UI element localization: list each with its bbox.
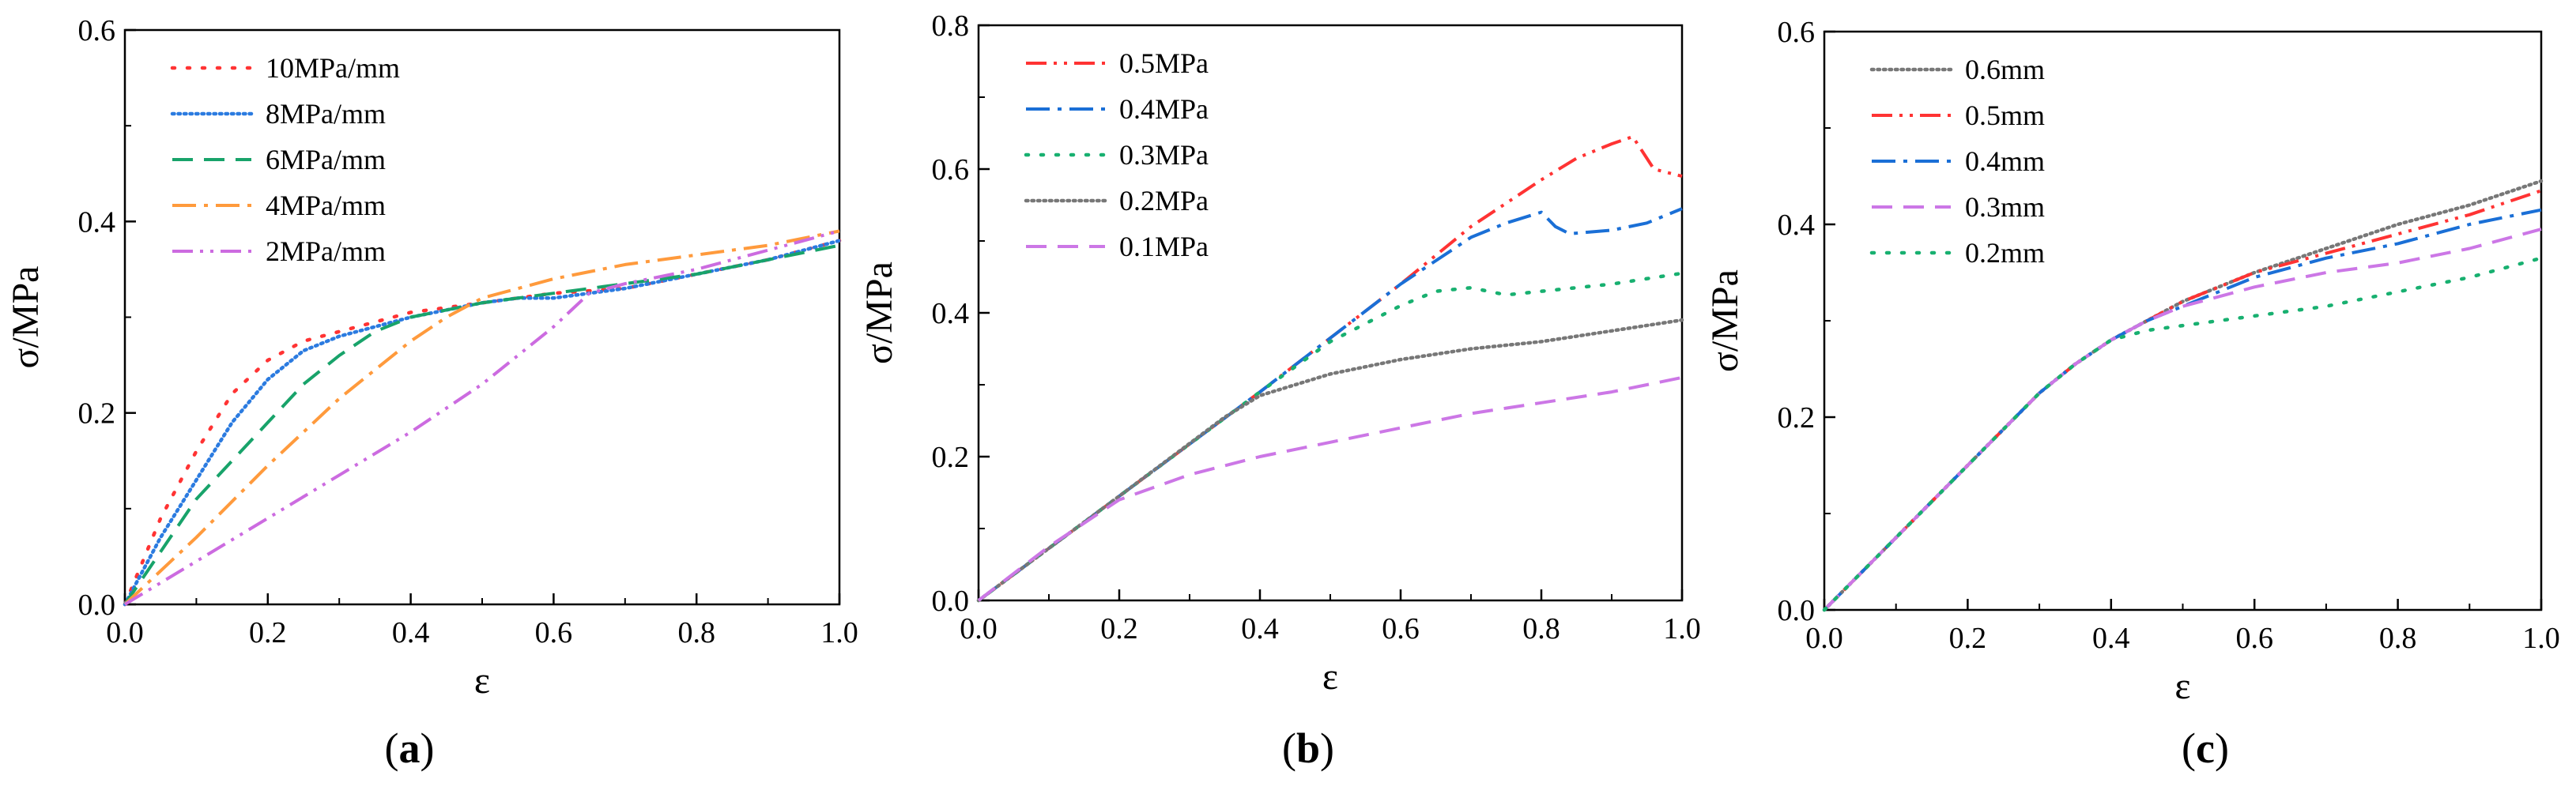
x-tick-label: 0.8 [1522,612,1560,645]
y-tick-label: 0.2 [78,397,116,431]
panel-caption: (a) [385,724,435,772]
x-tick-label: 0.0 [106,616,144,649]
chart-panel-b: 0.0 0.2 0.4 0.6 0.8 1.0 0.0 0.2 0.4 0.6 0.8 ε σ/MPa 0… [858,9,1701,772]
x-tick-label: 0.8 [677,616,715,649]
y-tick-label: 0.6 [1778,16,1816,49]
legend-label: 6MPa/mm [266,144,386,175]
legend-label: 0.5MPa [1119,47,1209,79]
legend-label: 2MPa/mm [266,235,386,267]
panel-caption: (b) [1282,724,1334,772]
x-tick-label: 0.8 [2379,622,2417,655]
series-line-2MPa/mm [123,229,840,606]
x-axis-label: ε [1322,656,1338,698]
series-line-0.3mm [1823,228,2542,611]
x-axis-label: ε [2174,665,2190,707]
legend-label: 4MPa/mm [266,190,386,221]
series-line-0.1MPa [977,375,1683,602]
legend-label: 0.3mm [1965,191,2045,223]
y-tick-label: 0.4 [1778,209,1816,242]
legend-label: 0.2mm [1965,237,2045,269]
y-tick-label: 0.6 [932,153,970,186]
y-axis-label: σ/MPa [858,262,900,364]
series-line-6MPa/mm [123,243,840,606]
chart-panel-c: 0.0 0.2 0.4 0.6 0.8 1.0 0.0 0.2 0.4 0.6 ε σ/MPa 0.6m… [1704,16,2560,772]
x-tick-label: 1.0 [1663,612,1701,645]
legend-label: 0.4mm [1965,145,2045,177]
y-tick-label: 0.4 [78,205,116,239]
y-tick-label: 0.2 [1778,401,1816,435]
x-tick-label: 0.2 [249,616,287,649]
series-line-8MPa/mm [123,239,842,607]
x-tick-label: 0.4 [2092,622,2130,655]
x-tick-label: 1.0 [820,616,858,649]
legend: 0.5MPa 0.4MPa 0.3MPa 0.2MPa 0.1MPa [1024,47,1209,262]
x-tick-label: 0.6 [1382,612,1420,645]
legend-label: 0.1MPa [1119,231,1209,262]
y-tick-label: 0.0 [78,589,116,622]
x-tick-label: 0.6 [535,616,573,649]
legend-label: 0.4MPa [1119,93,1209,125]
legend: 10MPa/mm 8MPa/mm 6MPa/mm 4MPa/mm 2MPa/mm [170,52,400,267]
x-tick-label: 1.0 [2522,622,2560,655]
legend-label: 0.2MPa [1119,185,1209,216]
y-axis-label: σ/MPa [5,266,47,369]
panel-caption: (c) [2182,724,2229,772]
legend-label: 0.6mm [1965,54,2045,85]
chart-panel-a: 0.0 0.2 0.4 0.6 0.8 1.0 0.0 0.2 0.4 0.6 ε σ/MPa 10MP… [5,14,858,772]
legend-label: 0.5mm [1965,100,2045,131]
x-tick-label: 0.4 [1241,612,1279,645]
x-tick-label: 0.2 [1100,612,1138,645]
series-line-0.4mm [1823,208,2542,611]
y-tick-label: 0.8 [932,9,970,43]
x-tick-label: 0.0 [960,612,998,645]
series-line-0.2MPa [976,318,1684,603]
legend: 0.6mm 0.5mm 0.4mm 0.3mm 0.2mm [1869,54,2045,269]
x-tick-label: 0.0 [1805,622,1843,655]
legend-label: 10MPa/mm [266,52,400,84]
x-tick-label: 0.6 [2235,622,2273,655]
y-tick-label: 0.2 [932,441,970,474]
y-axis-label: σ/MPa [1704,269,1746,372]
x-axis-label: ε [474,660,490,702]
legend-label: 0.3MPa [1119,139,1209,171]
y-tick-label: 0.6 [78,14,116,47]
y-tick-label: 0.0 [932,585,970,618]
legend-label: 8MPa/mm [266,98,386,130]
y-tick-label: 0.4 [932,297,970,330]
x-tick-label: 0.4 [392,616,430,649]
series-line-4MPa/mm [123,229,840,606]
y-tick-label: 0.0 [1778,594,1816,627]
x-tick-label: 0.2 [1949,622,1987,655]
